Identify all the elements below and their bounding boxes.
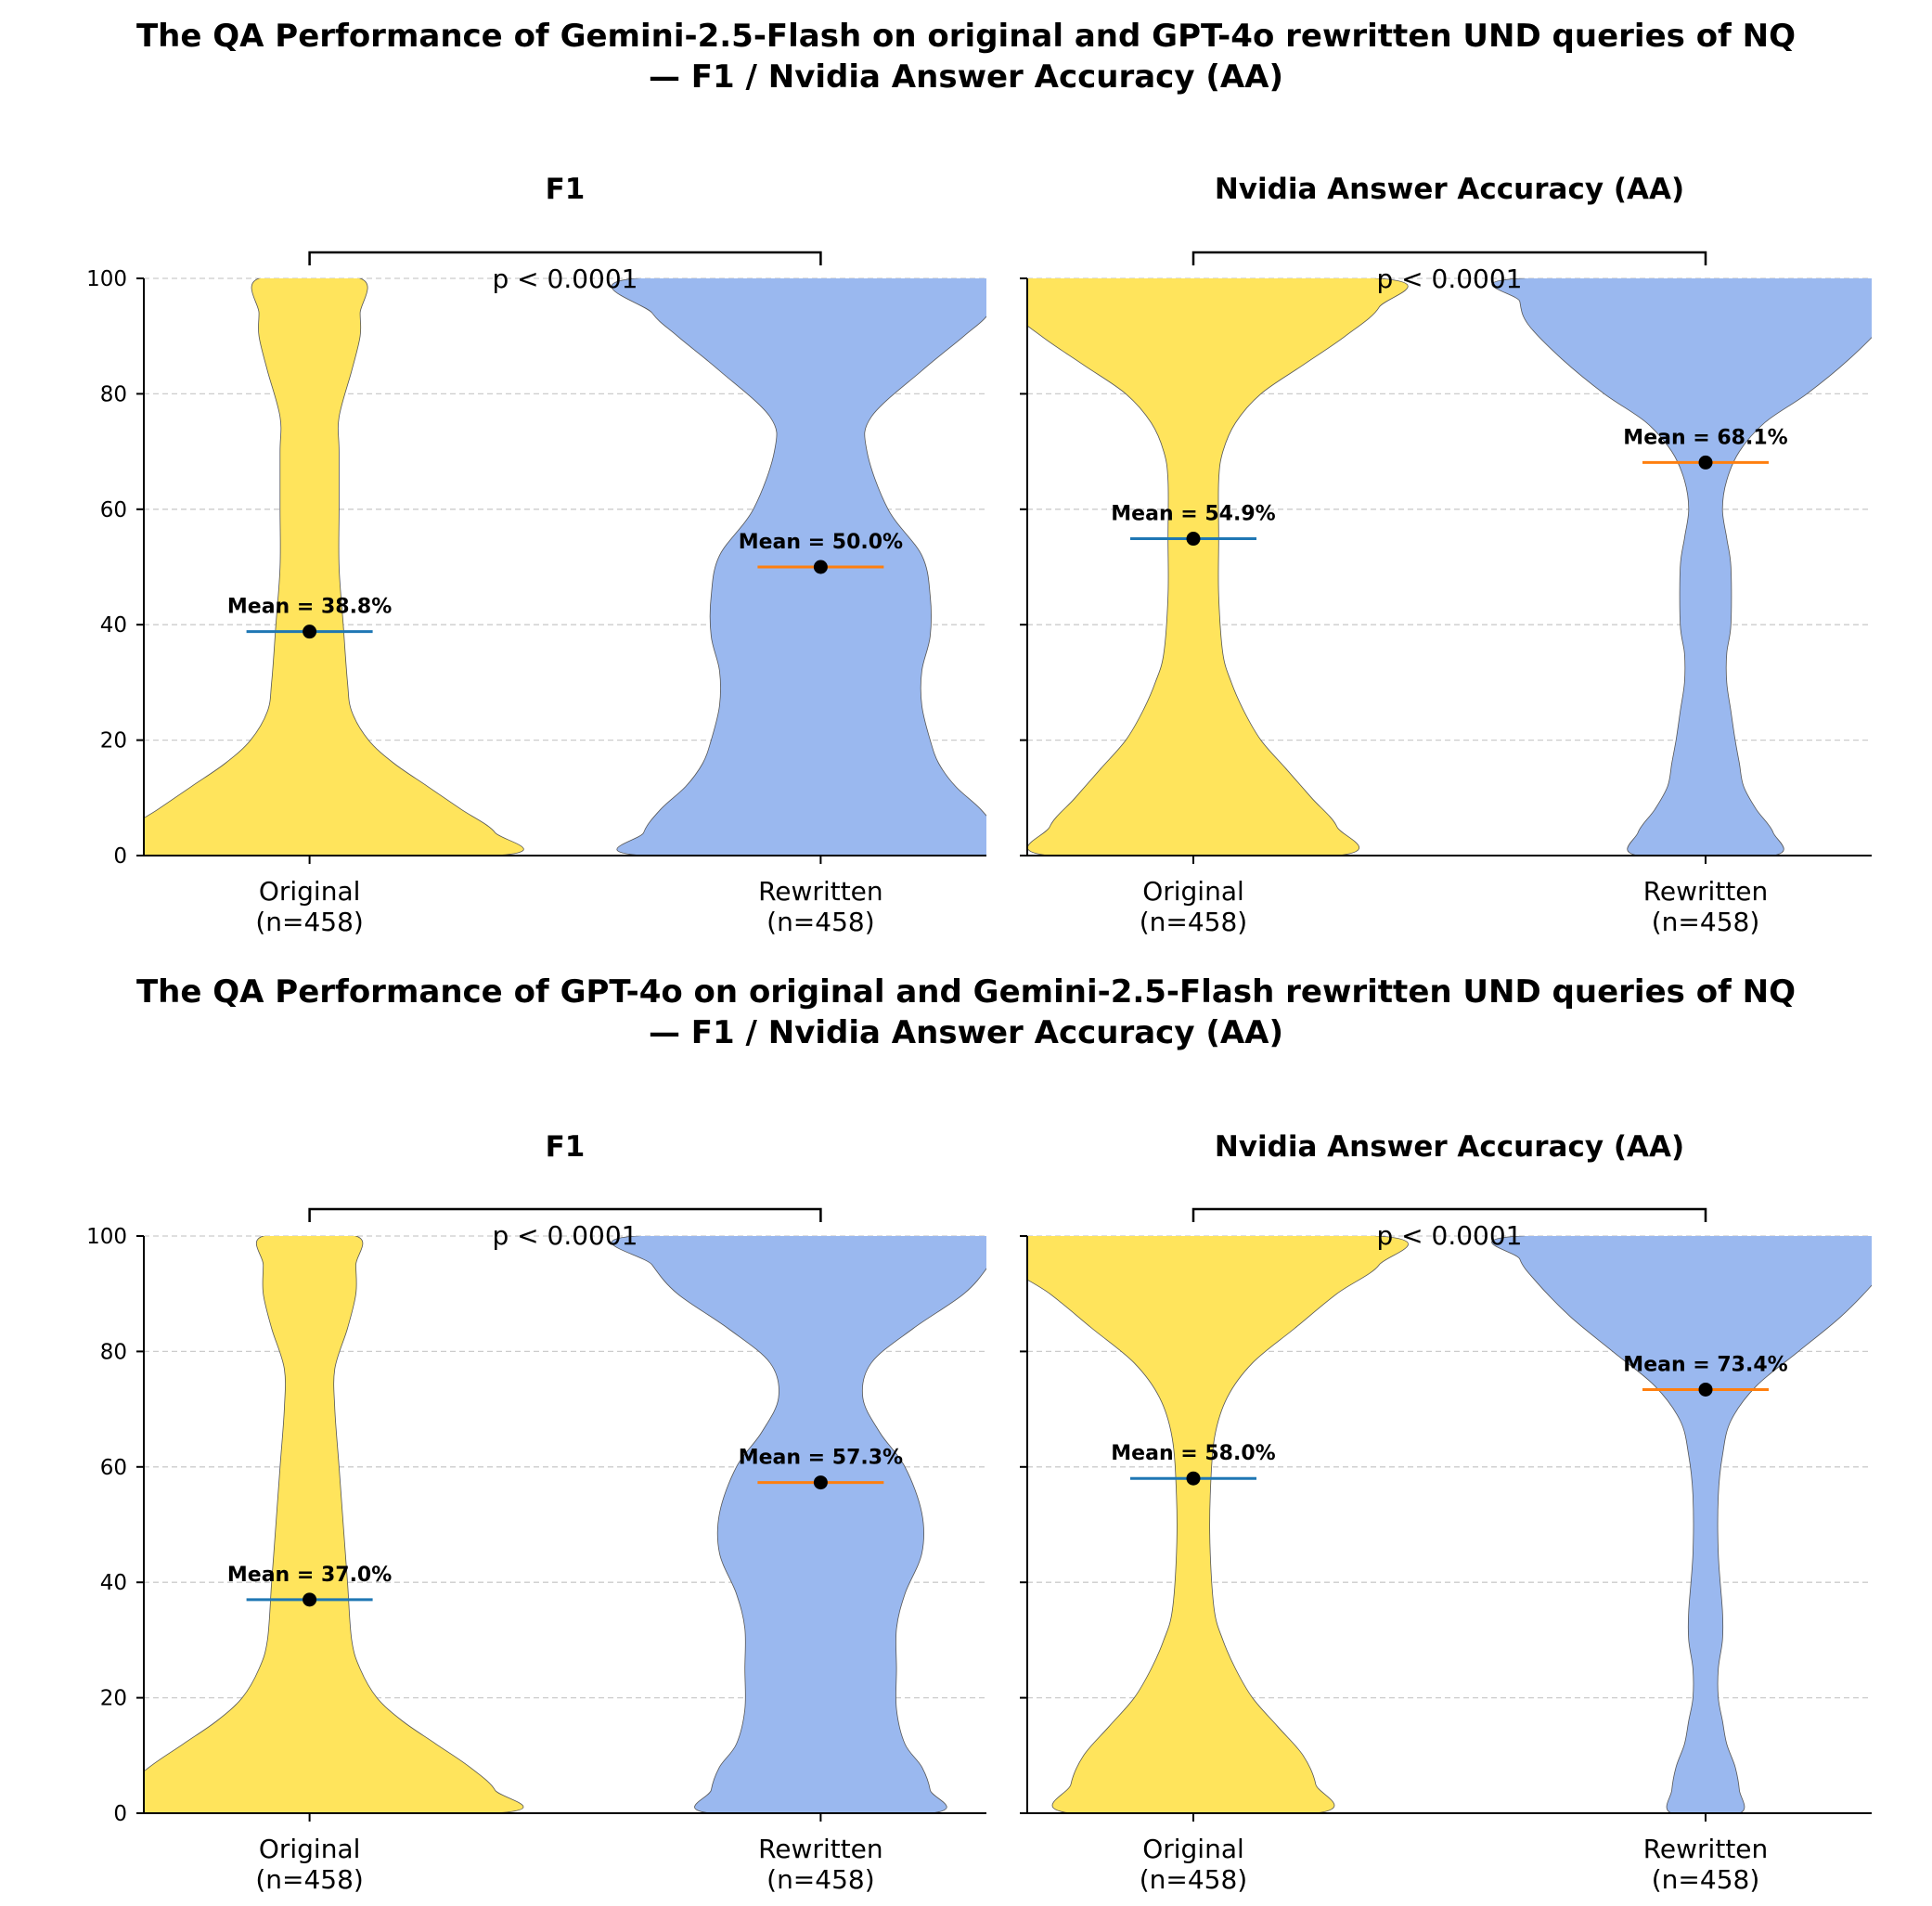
mean-label-rewritten: Mean = 57.3% bbox=[739, 1447, 903, 1470]
x-tick-count: (n=458) bbox=[1652, 907, 1760, 937]
violin-original bbox=[144, 1236, 524, 1813]
y-tick-label: 0 bbox=[113, 844, 127, 869]
y-tick-label: 60 bbox=[100, 498, 127, 522]
x-tick-count: (n=458) bbox=[255, 1864, 364, 1895]
mean-point-original bbox=[1186, 1471, 1201, 1486]
mean-label-original: Mean = 54.9% bbox=[1111, 503, 1275, 526]
x-tick-label: Original bbox=[259, 1834, 361, 1864]
y-tick-label: 80 bbox=[100, 382, 127, 406]
significance-bracket bbox=[308, 251, 822, 265]
mean-point-original bbox=[303, 1592, 317, 1607]
y-tick-label: 20 bbox=[100, 1687, 127, 1711]
y-tick-label: 80 bbox=[100, 1340, 127, 1364]
y-tick-label: 40 bbox=[100, 1571, 127, 1595]
significance-bracket bbox=[1191, 1207, 1707, 1222]
chart-panel-2: Mean = 54.9%Mean = 68.1%Original(n=458)R… bbox=[1020, 173, 1872, 937]
x-tick-label: Rewritten bbox=[1643, 876, 1769, 907]
chart-panel-1: Mean = 38.8% Mean = 50.0% 0 20 40 60 80 100 Orig… bbox=[86, 173, 986, 937]
chart-panel-4: Mean = 58.0%Mean = 73.4%Original(n=458)R… bbox=[1020, 1130, 1872, 1895]
significance-bracket bbox=[308, 1207, 822, 1222]
mean-point-rewritten bbox=[813, 560, 828, 574]
violin-original bbox=[1027, 1236, 1409, 1813]
x-tick-count: (n=458) bbox=[766, 1864, 875, 1895]
violin-rewritten bbox=[1491, 1236, 1872, 1813]
mean-label-rewritten: Mean = 73.4% bbox=[1623, 1353, 1787, 1376]
panel-title: F1 bbox=[546, 1130, 586, 1164]
x-tick-label: Original bbox=[1142, 1834, 1244, 1864]
x-tick-count: (n=458) bbox=[1140, 1864, 1248, 1895]
violin-rewritten bbox=[611, 1236, 986, 1813]
violin-rewritten bbox=[1491, 278, 1872, 856]
mean-label-rewritten: Mean = 68.1% bbox=[1623, 426, 1787, 449]
panel-title: Nvidia Answer Accuracy (AA) bbox=[1215, 1130, 1684, 1164]
mean-point-original bbox=[1186, 532, 1201, 547]
mean-label-original: Mean = 37.0% bbox=[227, 1564, 392, 1587]
mean-label-rewritten: Mean = 50.0% bbox=[739, 531, 903, 554]
mean-point-rewritten bbox=[1698, 455, 1713, 470]
figure-title-bottom-line2: — F1 / Nvidia Answer Accuracy (AA) bbox=[648, 1014, 1284, 1051]
chart-panel-3: Mean = 37.0% Mean = 57.3% 0 20 40 60 80 100 Orig… bbox=[86, 1130, 986, 1895]
y-tick-label: 100 bbox=[86, 267, 127, 291]
mean-point-rewritten bbox=[1698, 1382, 1713, 1397]
x-tick-label: Rewritten bbox=[758, 876, 883, 907]
figure-title-bottom: The QA Performance of GPT-4o on original… bbox=[0, 972, 1932, 1053]
y-tick-label: 0 bbox=[113, 1802, 127, 1826]
significance-label: p < 0.0001 bbox=[1376, 1220, 1522, 1251]
panel-title: Nvidia Answer Accuracy (AA) bbox=[1215, 173, 1684, 206]
significance-label: p < 0.0001 bbox=[492, 1220, 638, 1251]
significance-bracket bbox=[1191, 251, 1707, 265]
y-tick-label: 40 bbox=[100, 613, 127, 637]
violin-original bbox=[1027, 278, 1409, 856]
mean-point-original bbox=[303, 625, 317, 639]
y-tick-label: 100 bbox=[86, 1225, 127, 1249]
x-tick-count: (n=458) bbox=[1652, 1864, 1760, 1895]
x-tick-count: (n=458) bbox=[1140, 907, 1248, 937]
y-tick-label: 20 bbox=[100, 729, 127, 753]
significance-label: p < 0.0001 bbox=[492, 264, 638, 294]
significance-label: p < 0.0001 bbox=[1376, 264, 1522, 294]
mean-label-original: Mean = 38.8% bbox=[227, 596, 392, 619]
x-tick-label: Rewritten bbox=[1643, 1834, 1769, 1864]
violin-original bbox=[144, 278, 524, 856]
panel-title: F1 bbox=[546, 173, 586, 206]
figure-title-top-line2: — F1 / Nvidia Answer Accuracy (AA) bbox=[648, 58, 1284, 96]
mean-label-original: Mean = 58.0% bbox=[1111, 1442, 1275, 1465]
x-tick-count: (n=458) bbox=[766, 907, 875, 937]
x-tick-label: Original bbox=[259, 876, 361, 907]
x-tick-label: Rewritten bbox=[758, 1834, 883, 1864]
x-tick-label: Original bbox=[1142, 876, 1244, 907]
figure-title-top: The QA Performance of Gemini-2.5-Flash o… bbox=[0, 16, 1932, 97]
mean-point-rewritten bbox=[813, 1475, 828, 1490]
x-tick-count: (n=458) bbox=[255, 907, 364, 937]
y-tick-label: 60 bbox=[100, 1456, 127, 1480]
figure-title-top-line1: The QA Performance of Gemini-2.5-Flash o… bbox=[135, 18, 1797, 55]
figure-title-bottom-line1: The QA Performance of GPT-4o on original… bbox=[135, 973, 1797, 1011]
